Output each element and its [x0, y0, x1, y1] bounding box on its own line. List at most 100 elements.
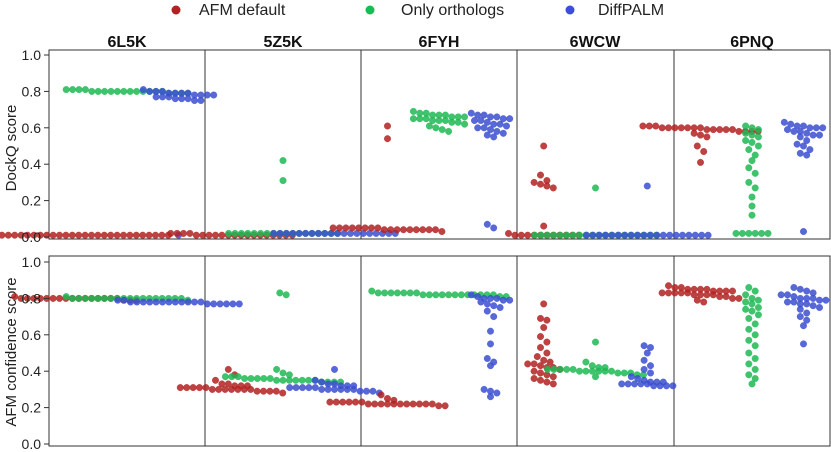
- data-point: [139, 86, 147, 94]
- data-point: [387, 289, 395, 297]
- data-point: [474, 124, 482, 132]
- data-point: [126, 87, 134, 95]
- data-point: [457, 291, 465, 299]
- data-point: [330, 385, 339, 393]
- data-point: [441, 402, 449, 410]
- data-point: [549, 380, 557, 388]
- data-point: [748, 157, 756, 165]
- data-point: [575, 231, 584, 239]
- data-point: [477, 116, 485, 125]
- data-point: [796, 149, 804, 157]
- data-point: [305, 376, 313, 384]
- data-point: [618, 380, 626, 388]
- data-point: [684, 289, 692, 297]
- data-point: [493, 294, 501, 302]
- data-point: [202, 384, 210, 392]
- data-point: [178, 95, 186, 103]
- legend-marker-diffpalm: [565, 5, 575, 15]
- data-point: [229, 300, 237, 308]
- data-point: [780, 118, 788, 126]
- data-point: [634, 231, 642, 239]
- data-point: [536, 180, 545, 188]
- data-point: [540, 300, 548, 308]
- data-point: [664, 124, 673, 132]
- data-point: [591, 184, 600, 192]
- y-tick-label: 0.8: [22, 83, 42, 99]
- data-point: [75, 86, 83, 94]
- data-point: [208, 385, 216, 393]
- data-point: [438, 227, 446, 236]
- data-point: [634, 374, 642, 383]
- data-point: [186, 229, 194, 237]
- data-point: [812, 124, 820, 132]
- data-point: [438, 126, 446, 134]
- data-point: [582, 367, 590, 375]
- data-point: [796, 305, 804, 313]
- y-tick-label: 0.4: [22, 156, 42, 172]
- data-point: [409, 400, 417, 408]
- data-point: [387, 226, 395, 234]
- data-point: [342, 224, 350, 232]
- data-point: [652, 122, 660, 130]
- panel-title-2: 5Z5K: [263, 34, 303, 51]
- data-point: [530, 178, 538, 186]
- data-point: [549, 373, 557, 381]
- data-point: [490, 302, 498, 310]
- data-point: [292, 384, 300, 392]
- data-point: [639, 122, 647, 130]
- data-point: [158, 298, 167, 306]
- panel-frame: [204, 255, 362, 447]
- data-point: [240, 385, 248, 393]
- data-point: [0, 231, 6, 239]
- data-point: [81, 231, 89, 239]
- data-point: [441, 116, 449, 125]
- data-point: [700, 298, 708, 306]
- legend: AFM default Only orthologs DiffPALM: [171, 2, 664, 19]
- data-point: [75, 294, 83, 302]
- data-point: [815, 303, 824, 312]
- ticks-layer: 0.0 0.2 0.4 0.6 0.8 1.0 0.0 0.2 0.4 0.6 0.8 1.0: [22, 47, 49, 452]
- data-point: [742, 122, 750, 130]
- data-point: [273, 376, 281, 384]
- data-point: [279, 157, 287, 165]
- data-point: [822, 296, 830, 304]
- data-point: [272, 387, 280, 395]
- data-point: [332, 398, 340, 406]
- data-point: [742, 305, 750, 313]
- data-point: [311, 384, 319, 392]
- data-point: [678, 231, 687, 239]
- data-point: [803, 300, 811, 308]
- data-point: [486, 340, 495, 348]
- data-point: [751, 169, 759, 177]
- data-point: [645, 122, 653, 130]
- data-point: [356, 387, 364, 395]
- data-point: [790, 127, 798, 135]
- data-point: [563, 231, 571, 239]
- data-point: [81, 86, 89, 94]
- data-point: [190, 298, 199, 306]
- data-point: [658, 124, 666, 132]
- data-point: [227, 385, 236, 393]
- data-point: [445, 291, 453, 299]
- data-point: [461, 120, 469, 128]
- data-point: [591, 338, 600, 346]
- data-point: [546, 358, 554, 366]
- data-point: [530, 367, 538, 375]
- data-point: [803, 151, 811, 159]
- data-point: [803, 309, 811, 317]
- panel-frame: [360, 255, 518, 447]
- data-point: [241, 374, 249, 383]
- data-point: [152, 93, 160, 101]
- y-axis-label-confidence: AFM confidence score: [3, 277, 20, 426]
- data-point: [748, 380, 756, 388]
- data-point: [640, 365, 648, 373]
- data-point: [696, 124, 705, 132]
- y-tick-label: 0.8: [22, 290, 42, 306]
- data-point: [94, 294, 102, 302]
- data-point: [151, 231, 160, 239]
- data-point: [311, 376, 319, 384]
- data-point: [435, 402, 443, 410]
- panel-title-1: 6L5K: [107, 34, 147, 51]
- data-point: [145, 231, 153, 239]
- data-point: [591, 373, 600, 381]
